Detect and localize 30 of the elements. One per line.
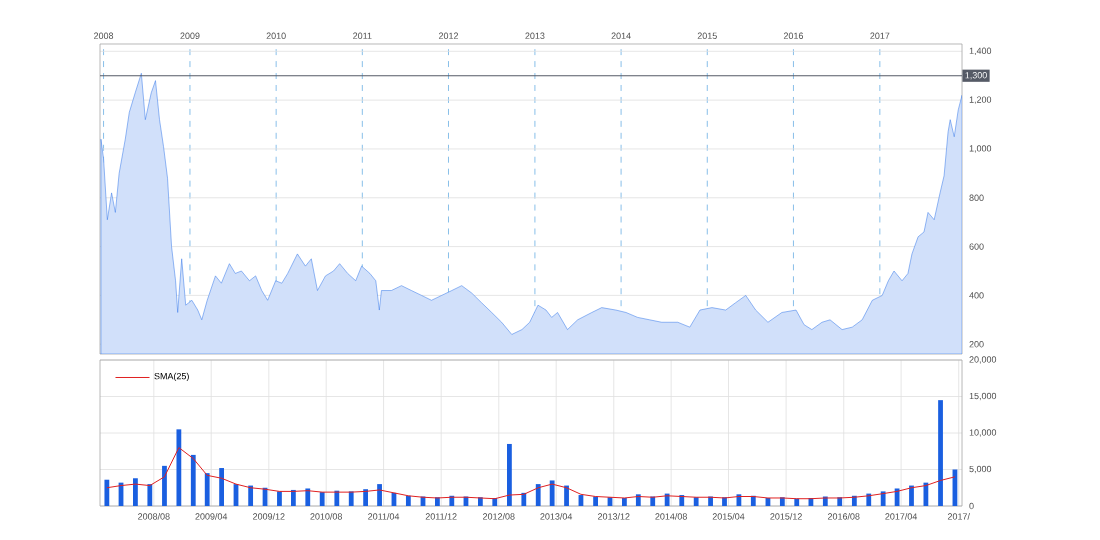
bar bbox=[363, 489, 369, 506]
bar bbox=[305, 488, 311, 506]
bar bbox=[104, 479, 110, 506]
bar bbox=[549, 480, 555, 506]
bar bbox=[277, 491, 282, 506]
bar bbox=[319, 492, 325, 506]
bar bbox=[923, 482, 929, 506]
bar bbox=[621, 497, 627, 506]
bar bbox=[219, 468, 224, 506]
bar bbox=[564, 485, 569, 506]
bar bbox=[133, 478, 138, 506]
bar bbox=[507, 443, 512, 506]
bar bbox=[162, 465, 167, 506]
bar bbox=[794, 498, 800, 506]
bar bbox=[147, 484, 153, 506]
bar bbox=[190, 454, 196, 506]
bar bbox=[204, 473, 210, 506]
bar bbox=[449, 495, 455, 506]
bar bbox=[535, 484, 541, 506]
bar bbox=[750, 495, 756, 506]
bar bbox=[880, 491, 886, 506]
bar bbox=[521, 492, 527, 506]
bar bbox=[405, 495, 411, 506]
bar bbox=[635, 494, 641, 506]
bar bbox=[377, 484, 382, 506]
bar bbox=[679, 495, 685, 506]
bar bbox=[909, 485, 914, 506]
bar bbox=[176, 429, 182, 506]
bar bbox=[938, 400, 943, 506]
bar bbox=[290, 489, 296, 506]
